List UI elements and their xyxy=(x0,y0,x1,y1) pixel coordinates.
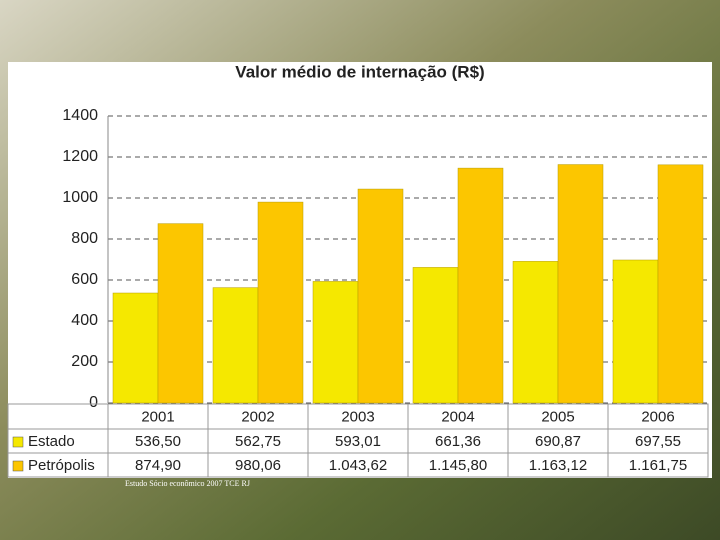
table-value: 536,50 xyxy=(135,433,181,450)
bar xyxy=(657,164,704,404)
table-value: 1.043,62 xyxy=(329,457,387,474)
legend-swatch xyxy=(12,460,24,472)
bar xyxy=(457,167,504,404)
x-tick-label: 2003 xyxy=(341,408,374,425)
y-tick-label: 400 xyxy=(71,312,98,329)
y-tick-label: 0 xyxy=(89,394,98,411)
x-tick-label: 2005 xyxy=(541,408,574,425)
bar xyxy=(512,261,559,404)
footnote: Estudo Sócio econômico 2007 TCE RJ xyxy=(125,479,250,488)
table-value: 593,01 xyxy=(335,433,381,450)
x-tick-label: 2006 xyxy=(641,408,674,425)
table-value: 562,75 xyxy=(235,433,281,450)
y-tick-label: 800 xyxy=(71,230,98,247)
table-value: 661,36 xyxy=(435,433,481,450)
bar xyxy=(257,201,304,404)
table-value: 874,90 xyxy=(135,457,181,474)
x-tick-label: 2004 xyxy=(441,408,474,425)
table-value: 1.161,75 xyxy=(629,457,687,474)
table-value: 690,87 xyxy=(535,433,581,450)
table-value: 697,55 xyxy=(635,433,681,450)
table-value: 980,06 xyxy=(235,457,281,474)
bar xyxy=(612,259,659,404)
bar xyxy=(212,287,259,404)
x-tick-label: 2001 xyxy=(141,408,174,425)
y-tick-label: 600 xyxy=(71,271,98,288)
bar xyxy=(357,188,404,404)
x-tick-label: 2002 xyxy=(241,408,274,425)
table-value: 1.145,80 xyxy=(429,457,487,474)
legend-label: Estado xyxy=(28,433,75,450)
table-value: 1.163,12 xyxy=(529,457,587,474)
y-tick-label: 1400 xyxy=(62,107,98,124)
y-tick-label: 1200 xyxy=(62,148,98,165)
legend-swatch xyxy=(12,436,24,448)
chart-title: Valor médio de internação (R$) xyxy=(235,62,484,81)
y-tick-label: 1000 xyxy=(62,189,98,206)
bar xyxy=(557,164,604,404)
bar xyxy=(157,223,204,404)
bar xyxy=(112,292,159,404)
y-tick-label: 200 xyxy=(71,353,98,370)
bar xyxy=(412,267,459,404)
legend-label: Petrópolis xyxy=(28,457,95,474)
bar xyxy=(312,281,359,404)
